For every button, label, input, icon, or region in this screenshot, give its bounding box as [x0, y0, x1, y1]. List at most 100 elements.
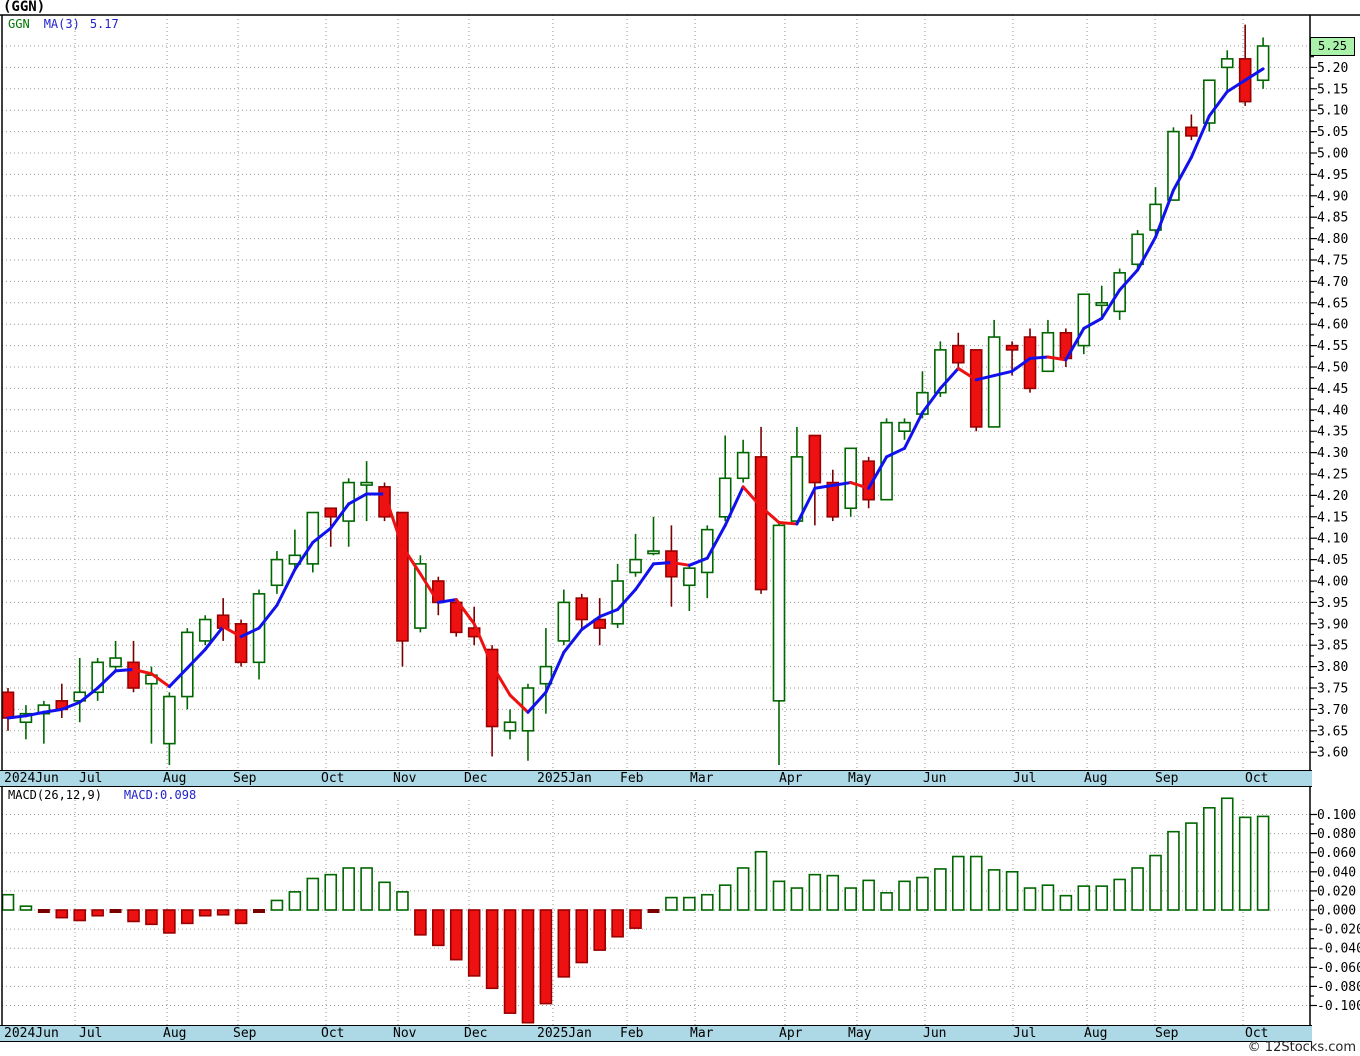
- macd-legend: MACD(26,12,9) MACD:0.098: [8, 788, 196, 802]
- candle-body: [575, 597, 589, 621]
- price-axis-label: 4.75: [1317, 254, 1348, 269]
- candle-body: [234, 622, 248, 664]
- month-label: Sep: [1155, 1026, 1179, 1041]
- macd-bar: [880, 892, 893, 911]
- candle-body: [432, 580, 445, 604]
- month-label: Jul: [79, 1026, 103, 1041]
- price-axis-label: 4.25: [1317, 468, 1348, 483]
- macd-bar: [665, 896, 678, 911]
- month-label: Sep: [1155, 771, 1179, 786]
- month-label: Jul: [79, 771, 103, 786]
- candle-body: [467, 627, 481, 638]
- macd-bar: [378, 881, 391, 911]
- ma-value: 5.17: [89, 17, 119, 31]
- candle: [1077, 293, 1091, 355]
- ma-line-segment: [634, 562, 655, 592]
- macd-bar: [808, 873, 822, 911]
- macd-bar: [647, 909, 660, 913]
- macd-bar: [969, 855, 983, 911]
- macd-bar: [1059, 894, 1073, 911]
- ma-line-segment: [831, 481, 853, 487]
- price-axis-label: 4.55: [1317, 339, 1348, 354]
- candle: [790, 426, 804, 526]
- ma-line-segment: [777, 521, 799, 526]
- candle: [826, 469, 840, 522]
- macd-value: MACD:0.098: [123, 788, 197, 802]
- page-title: (GGN): [3, 0, 46, 15]
- candle-body: [485, 648, 499, 728]
- candle-body: [414, 563, 427, 629]
- ma-line-segment: [6, 714, 28, 720]
- macd-bar: [432, 909, 445, 947]
- macd-bar: [862, 879, 875, 911]
- candle-body: [1005, 344, 1019, 351]
- macd-bar: [611, 909, 624, 938]
- candle-body: [718, 477, 732, 518]
- macd-bar: [593, 909, 606, 951]
- ma-line-segment: [24, 710, 46, 718]
- macd-bar: [1203, 807, 1216, 911]
- candle: [1095, 285, 1109, 320]
- candle: [1185, 114, 1198, 141]
- ma-line-segment: [1100, 288, 1122, 320]
- ma-line-segment: [400, 545, 422, 576]
- macd-bar: [414, 909, 427, 936]
- price-axis-label: 4.20: [1317, 489, 1348, 504]
- ma-line-segment: [1028, 355, 1050, 360]
- candle-body: [934, 349, 947, 394]
- candle: [718, 435, 732, 522]
- candle: [557, 589, 571, 646]
- candle: [611, 563, 624, 629]
- price-axis-label: 4.30: [1317, 446, 1348, 461]
- ma-line-segment: [562, 628, 584, 654]
- candle-body: [1256, 45, 1270, 82]
- price-axis-label: 5.20: [1317, 61, 1348, 76]
- candle: [539, 628, 553, 714]
- macd-bar: [1077, 885, 1091, 911]
- macd-bar: [1005, 870, 1019, 911]
- candle-body: [790, 456, 804, 522]
- ma-line-segment: [203, 625, 225, 651]
- month-label: Mar: [690, 1026, 714, 1041]
- macd-bar: [1113, 878, 1126, 911]
- ma-line-segment: [275, 568, 297, 607]
- candle-body: [754, 456, 768, 591]
- candle-body: [270, 558, 284, 587]
- price-axis-label: 3.60: [1317, 746, 1348, 761]
- candle: [449, 598, 463, 637]
- macd-bar: [754, 850, 768, 911]
- ma-line-segment: [1171, 155, 1193, 192]
- candle-body: [844, 447, 858, 510]
- macd-bar: [270, 899, 284, 911]
- candle: [378, 482, 391, 522]
- macd-bar: [790, 887, 804, 911]
- candle: [252, 589, 266, 680]
- candle: [665, 525, 678, 607]
- ma-line-segment: [1046, 355, 1068, 362]
- macd-bar: [467, 909, 481, 977]
- ma-line-segment: [221, 625, 243, 639]
- ma-line-segment: [938, 366, 960, 390]
- ma-line-segment: [705, 523, 727, 560]
- candle-body: [1095, 301, 1109, 307]
- month-label: Feb: [620, 771, 644, 786]
- ma-line-segment: [149, 672, 171, 689]
- ma-line-segment: [257, 603, 279, 630]
- candle-body: [647, 550, 660, 555]
- month-label: Jun: [923, 1026, 947, 1041]
- candle-body: [91, 661, 104, 694]
- macd-axis-label: 0.020: [1317, 884, 1356, 899]
- price-axis-label: 3.70: [1317, 703, 1348, 718]
- macd-label: MACD(26,12,9): [8, 788, 102, 802]
- candle: [754, 426, 768, 594]
- month-label: Aug: [163, 1026, 187, 1041]
- ma-line-segment: [436, 598, 458, 604]
- ma-line-segment: [598, 608, 620, 619]
- candle-body: [378, 486, 391, 518]
- candle-body: [987, 336, 1001, 428]
- month-label: 2025Jan: [537, 771, 592, 786]
- candle: [1041, 319, 1055, 373]
- price-axis-label: 4.10: [1317, 532, 1348, 547]
- ma-line-segment: [759, 505, 781, 525]
